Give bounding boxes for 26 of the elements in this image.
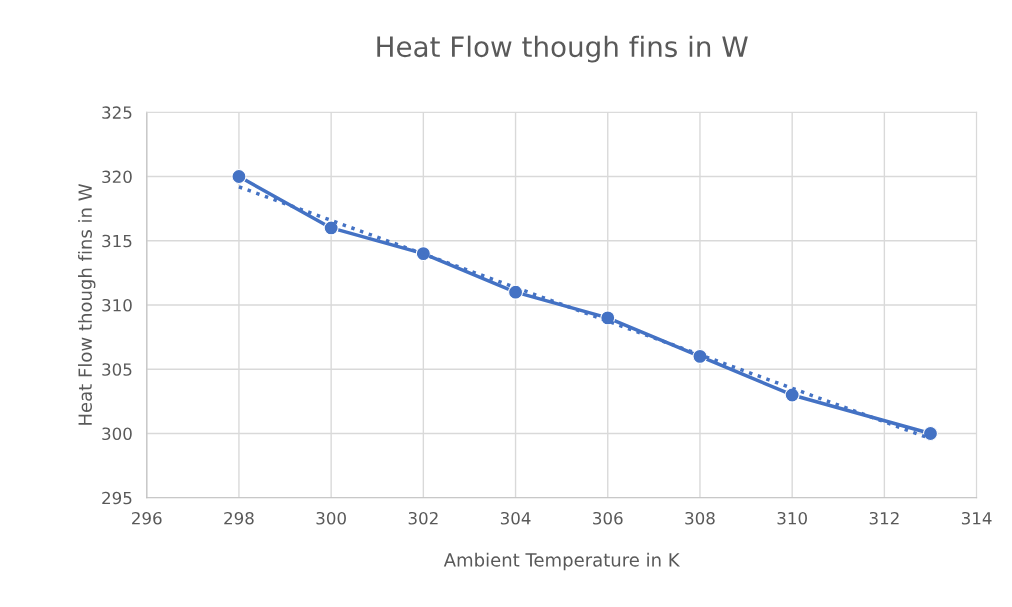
point: [508, 284, 524, 300]
y-tick-label: 315: [102, 234, 132, 248]
x-tick-label: 304: [500, 511, 531, 525]
x-tick-label: 298: [224, 511, 254, 525]
x-tick-label: 314: [961, 511, 992, 525]
point: [231, 169, 247, 184]
x-tick-label: 300: [316, 511, 346, 525]
y-tick-label: 295: [102, 491, 132, 505]
x-tick-label: 302: [408, 511, 438, 525]
y-tick-label: 310: [102, 298, 132, 312]
y-axis-title: Heat Flow though fins in W: [78, 184, 96, 425]
x-tick-label: 310: [777, 511, 807, 525]
x-tick-label: 308: [685, 511, 715, 525]
point: [323, 220, 339, 236]
point: [784, 387, 800, 403]
y-tick-label: 320: [102, 170, 132, 184]
y-tick-label: 325: [102, 106, 132, 119]
x-tick-label: 306: [593, 511, 623, 525]
x-tick-label: 312: [869, 511, 899, 525]
chart-title: Heat Flow though fins in W: [377, 35, 748, 63]
x-tick-label: 296: [132, 511, 162, 525]
x-axis-title: Ambient Temperature in K: [443, 552, 680, 571]
y-tick-label: 305: [102, 363, 132, 376]
point: [923, 426, 938, 441]
y-tick-label: 300: [102, 427, 132, 441]
point: [415, 246, 431, 262]
